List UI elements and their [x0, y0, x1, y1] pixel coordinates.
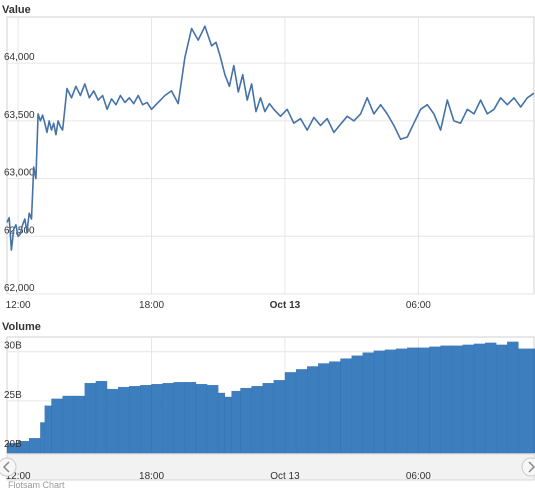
- chart-credit[interactable]: Flotsam Chart: [8, 480, 65, 490]
- volume-bar: [44, 405, 52, 454]
- volume-bar: [106, 388, 119, 454]
- volume-bar: [51, 398, 63, 454]
- price-plot-frame: [6, 16, 535, 295]
- volume-bar: [329, 361, 341, 454]
- navigator-left-handle[interactable]: [0, 457, 17, 477]
- volume-bar: [173, 382, 186, 454]
- volume-bar: [129, 386, 141, 454]
- volume-bar: [273, 380, 286, 454]
- volume-bar: [507, 341, 519, 454]
- price-x-tick-label: Oct 13: [270, 300, 301, 311]
- volume-bar: [362, 352, 375, 454]
- price-y-tick-label: 64,000: [4, 52, 35, 63]
- volume-bar: [518, 348, 535, 454]
- volume-bar: [395, 348, 408, 454]
- volume-bar: [118, 386, 130, 454]
- volume-y-tick-label: 25B: [4, 390, 22, 401]
- volume-bar: [184, 382, 197, 454]
- navigator-x-tick-label: 18:00: [139, 471, 164, 482]
- volume-panel: Volume 20B 25B 30B: [2, 321, 535, 454]
- volume-bar: [231, 390, 241, 454]
- volume-bar: [429, 346, 441, 454]
- chevron-right-icon: [528, 461, 535, 473]
- price-y-tick-label: 62,500: [4, 225, 35, 236]
- time-navigator[interactable]: 12:00 18:00 Oct 13 06:00: [0, 453, 535, 482]
- volume-bar: [40, 422, 45, 454]
- volume-bar: [262, 383, 274, 454]
- volume-bar: [307, 366, 319, 454]
- volume-bars: [6, 341, 535, 454]
- volume-bar: [384, 349, 397, 454]
- volume-bar: [451, 345, 463, 454]
- price-y-tick-label: 63,500: [4, 110, 35, 121]
- volume-bar: [95, 381, 108, 454]
- volume-bar: [340, 358, 352, 454]
- navigator-x-tick-label: Oct 13: [270, 471, 300, 482]
- price-axis-title: Value: [2, 4, 31, 16]
- volume-bar: [218, 392, 226, 454]
- volume-bar: [284, 372, 297, 454]
- price-x-ticks: 12:00 18:00 Oct 13 06:00: [6, 300, 432, 311]
- volume-bar: [318, 363, 330, 454]
- volume-bar: [351, 355, 363, 454]
- volume-bar: [407, 347, 419, 454]
- price-x-tick-label: 12:00: [6, 300, 31, 311]
- volume-bar: [151, 384, 163, 454]
- price-x-tick-label: 06:00: [406, 300, 431, 311]
- volume-bar: [140, 385, 152, 454]
- volume-bar: [162, 383, 174, 454]
- volume-bar: [224, 396, 232, 454]
- volume-bar: [418, 347, 430, 454]
- volume-bar: [373, 350, 386, 454]
- volume-bar: [484, 342, 497, 454]
- navigator-x-tick-label: 12:00: [6, 471, 31, 482]
- volume-bar: [462, 344, 475, 454]
- volume-y-ticks: 20B 25B 30B: [4, 341, 22, 450]
- volume-bar: [62, 395, 74, 454]
- navigator-track[interactable]: [6, 453, 535, 481]
- volume-bar: [440, 345, 452, 454]
- volume-bar: [240, 387, 252, 454]
- chevron-left-icon: [2, 461, 10, 473]
- volume-y-tick-label: 20B: [4, 439, 22, 450]
- price-panel: Value 62,000 62,500 63,000 63,500 64,000 12:…: [2, 4, 535, 311]
- volume-bar: [195, 384, 208, 454]
- navigator-right-handle[interactable]: [521, 457, 535, 477]
- volume-bar: [496, 344, 508, 454]
- volume-bar: [251, 386, 263, 454]
- volume-bar: [473, 343, 486, 454]
- volume-bar: [73, 395, 85, 454]
- navigator-x-ticks: 12:00 18:00 Oct 13 06:00: [6, 471, 432, 482]
- price-line: [6, 25, 535, 251]
- navigator-x-tick-label: 06:00: [406, 471, 431, 482]
- price-x-gridlines: [17, 17, 419, 294]
- volume-y-tick-label: 30B: [4, 341, 22, 352]
- price-x-tick-label: 18:00: [139, 300, 164, 311]
- price-y-tick-label: 63,000: [4, 168, 35, 179]
- volume-bar: [295, 369, 308, 454]
- volume-axis-title: Volume: [2, 321, 41, 333]
- price-y-ticks: 62,000 62,500 63,000 63,500 64,000: [4, 52, 35, 294]
- volume-bar: [206, 385, 219, 454]
- price-y-tick-label: 62,000: [4, 283, 35, 294]
- price-gridlines: [7, 62, 534, 295]
- volume-bar: [29, 438, 41, 454]
- volume-bar: [84, 383, 97, 454]
